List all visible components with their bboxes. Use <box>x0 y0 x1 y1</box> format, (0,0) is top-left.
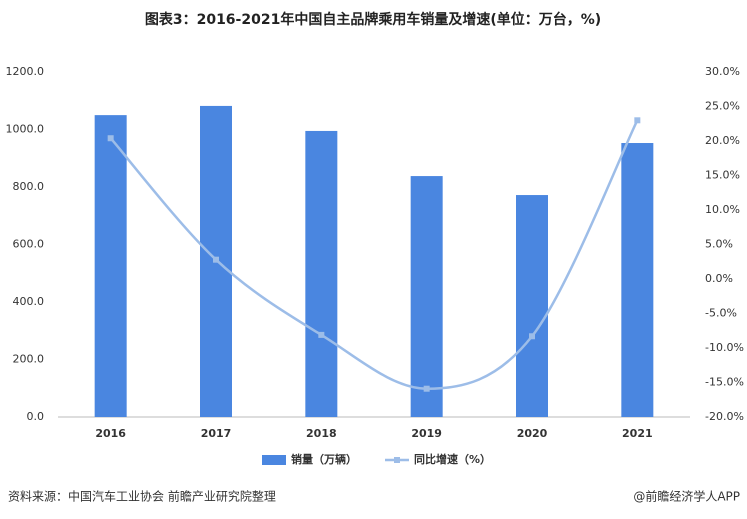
y-tick-label: 0.0 <box>27 410 45 423</box>
source: 资料来源：中国汽车工业协会 前瞻产业研究院整理 <box>8 489 276 504</box>
line-marker <box>318 331 325 338</box>
watermark: @前瞻经济学人APP <box>633 489 740 504</box>
bar <box>621 143 654 417</box>
legend-label: 同比增速（%） <box>414 452 491 466</box>
bar <box>410 176 443 417</box>
legend-swatch <box>262 455 286 465</box>
line-marker <box>529 333 535 340</box>
y2-tick-label: -20.0% <box>705 410 744 423</box>
bar <box>94 115 127 417</box>
chart-title: 图表3：2016-2021年中国自主品牌乘用车销量及增速(单位：万台，%) <box>145 11 601 28</box>
y-tick-label: 800.0 <box>13 180 45 193</box>
x-tick-label: 2018 <box>306 427 337 440</box>
line-marker <box>213 256 219 263</box>
y-tick-label: 1200.0 <box>6 65 45 78</box>
line-marker <box>634 117 641 124</box>
x-tick-label: 2021 <box>622 427 653 440</box>
y-tick-label: 600.0 <box>13 238 45 251</box>
y2-tick-label: 5.0% <box>705 238 733 251</box>
x-tick-label: 2020 <box>517 427 548 440</box>
y2-tick-label: 10.0% <box>705 203 740 216</box>
line-marker <box>107 135 114 142</box>
bar <box>305 130 338 417</box>
y2-tick-label: -15.0% <box>705 376 744 389</box>
y2-tick-label: 30.0% <box>705 65 740 78</box>
line-marker <box>423 385 430 392</box>
x-tick-label: 2019 <box>411 427 442 440</box>
y2-tick-label: 0.0% <box>705 272 733 285</box>
y2-tick-label: 25.0% <box>705 100 740 113</box>
y-tick-label: 1000.0 <box>6 123 45 136</box>
x-tick-label: 2016 <box>95 427 126 440</box>
legend-swatch <box>394 457 400 463</box>
y2-tick-label: 15.0% <box>705 169 740 182</box>
x-tick-label: 2017 <box>201 427 232 440</box>
bar <box>516 195 548 417</box>
y-tick-label: 400.0 <box>13 295 45 308</box>
legend-label: 销量（万辆） <box>291 452 357 466</box>
y2-tick-label: -5.0% <box>705 307 737 320</box>
line <box>109 119 639 390</box>
y2-tick-label: -10.0% <box>705 341 744 354</box>
y-tick-label: 200.0 <box>13 353 45 366</box>
y2-tick-label: 20.0% <box>705 134 740 147</box>
